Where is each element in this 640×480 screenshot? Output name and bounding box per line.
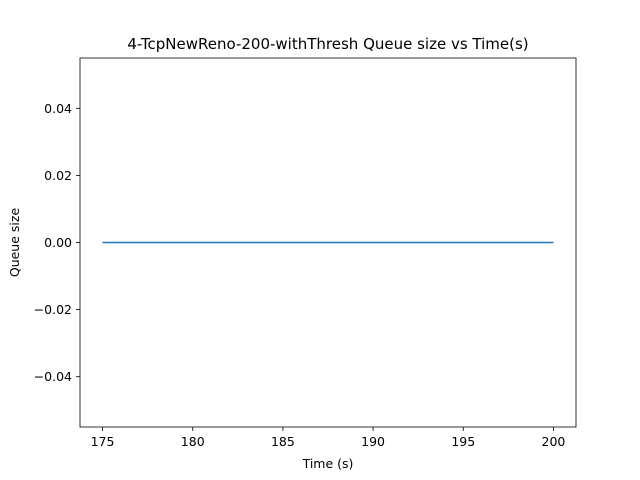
x-tick-label: 175 (91, 434, 115, 449)
x-tick-label: 200 (542, 434, 566, 449)
x-tick-label: 180 (181, 434, 205, 449)
x-axis-label: Time (s) (302, 456, 354, 471)
y-axis-label: Queue size (7, 208, 22, 278)
y-axis-ticks: −0.04 −0.02 0.00 0.02 0.04 (34, 101, 80, 384)
x-tick-label: 185 (271, 434, 295, 449)
y-tick-label: 0.04 (44, 101, 72, 116)
y-tick-label: −0.04 (34, 369, 72, 384)
x-tick-label: 190 (361, 434, 385, 449)
plot-frame (79, 57, 577, 428)
y-tick-label: −0.02 (34, 302, 72, 317)
y-tick-label: 0.00 (44, 235, 72, 250)
x-tick-label: 195 (451, 434, 475, 449)
chart-title: 4-TcpNewReno-200-withThresh Queue size v… (127, 35, 528, 53)
x-axis-ticks: 175 180 185 190 195 200 (91, 427, 566, 449)
y-tick-label: 0.02 (44, 168, 72, 183)
